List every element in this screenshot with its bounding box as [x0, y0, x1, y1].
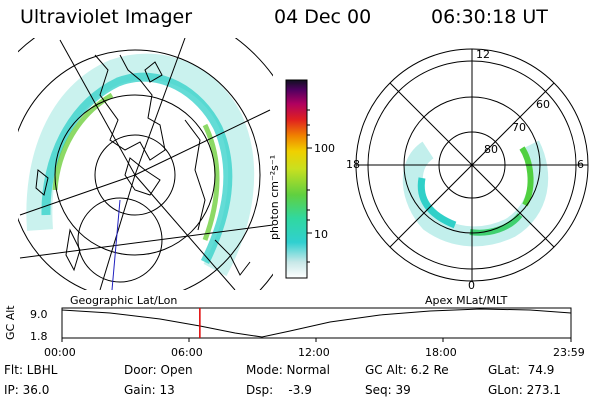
aurora-oval-band	[26, 53, 255, 277]
coastline	[214, 239, 251, 276]
aurora-polar-core	[519, 146, 534, 207]
gain-info: Gain: 13	[124, 383, 175, 397]
lat-label-60: 60	[536, 98, 550, 111]
gc-alt-info: GC Alt: 6.2 Re	[365, 363, 449, 377]
timeline-xtick: 12:00	[298, 346, 330, 359]
mode-info: Mode: Normal	[246, 363, 330, 377]
glat-info: GLat: 74.9	[488, 363, 555, 377]
colorbar-tick-10: 10	[314, 228, 328, 241]
colorbar-unit-label: photon cm⁻²s⁻¹	[268, 155, 281, 240]
mlt-label-12: 12	[476, 48, 490, 61]
seq-info: Seq: 39	[365, 383, 411, 397]
coastline	[144, 61, 163, 83]
mlt-label-0: 0	[468, 279, 475, 292]
timeline-ytick-bottom: 1.8	[30, 330, 48, 343]
time-label: 06:30:18 UT	[431, 6, 548, 28]
date-label: 04 Dec 00	[274, 6, 372, 28]
polar-plot: 12 18 6 0 60 70 80	[346, 48, 589, 292]
mlt-label-18: 18	[346, 158, 360, 171]
coastline	[184, 119, 206, 231]
gc-altitude-timeline: GC Alt 9.0 1.8 00:00 06:00 12:00 18:00 2…	[4, 305, 585, 359]
right-projection-label: Apex MLat/MLT	[425, 294, 508, 307]
lat-label-80: 80	[484, 143, 498, 156]
aurora-polar-core	[417, 177, 457, 229]
ip-info: IP: 36.0	[4, 383, 50, 397]
timeline-xtick: 06:00	[171, 346, 203, 359]
timeline-xtick: 18:00	[425, 346, 457, 359]
timeline-xtick: 00:00	[44, 346, 76, 359]
left-projection-label: Geographic Lat/Lon	[70, 294, 177, 307]
coastline	[124, 157, 161, 196]
timeline-ylabel: GC Alt	[4, 305, 17, 340]
aurora-oval-core	[41, 72, 233, 264]
glon-info: GLon: 273.1	[488, 383, 561, 397]
colorbar-tick-100: 100	[314, 142, 335, 155]
coastline	[65, 228, 81, 272]
mlt-label-6: 6	[577, 158, 584, 171]
coastline	[35, 169, 49, 196]
timeline-ytick-top: 9.0	[30, 308, 48, 321]
geographic-map	[18, 38, 273, 290]
app-title: Ultraviolet Imager	[20, 6, 193, 28]
aurora-oval-bright-right	[202, 123, 220, 241]
colorbar: 100 10 photon cm⁻²s⁻¹	[268, 79, 335, 279]
aurora-polar-band	[402, 140, 549, 247]
timeline-xtick: 23:59	[553, 346, 585, 359]
dsp-info: Dsp: -3.9	[246, 383, 312, 397]
gc-altitude-curve	[61, 308, 572, 338]
door-info: Door: Open	[124, 363, 193, 377]
filter-info: Flt: LBHL	[4, 363, 58, 377]
coastline	[94, 54, 166, 161]
lat-label-70: 70	[512, 121, 526, 134]
